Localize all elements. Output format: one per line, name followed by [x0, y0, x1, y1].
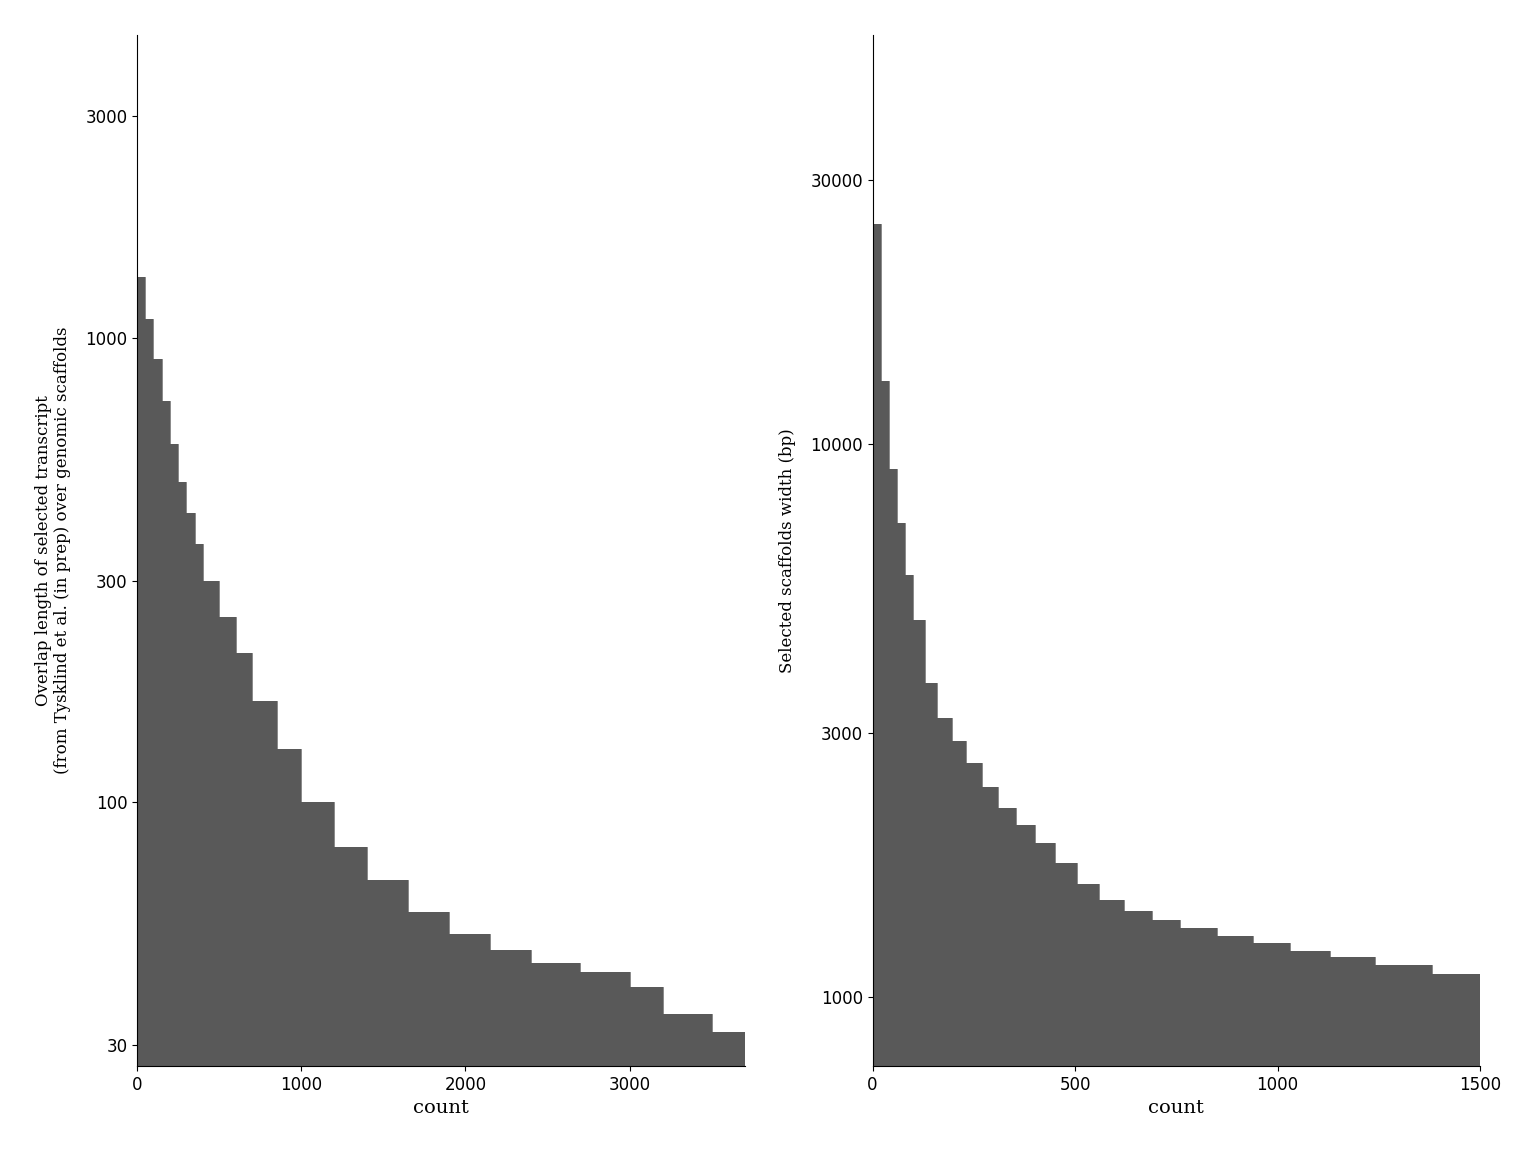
Polygon shape [137, 278, 745, 1073]
Y-axis label: Selected scaffolds width (bp): Selected scaffolds width (bp) [779, 429, 796, 673]
X-axis label: count: count [413, 1099, 468, 1117]
Polygon shape [872, 223, 1481, 1074]
Y-axis label: Overlap length of selected transcript
(from Tysklind et al. (in prep) over genom: Overlap length of selected transcript (f… [35, 327, 71, 774]
X-axis label: count: count [1149, 1099, 1204, 1117]
